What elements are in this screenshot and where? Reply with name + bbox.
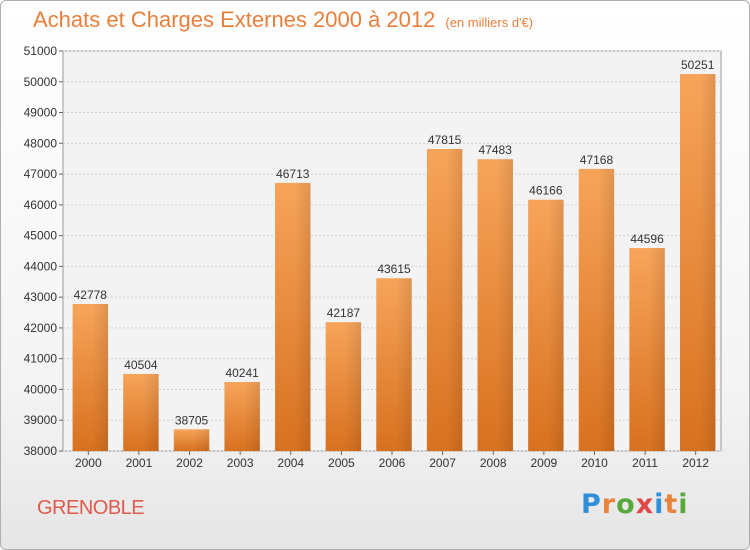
bar-shade <box>598 168 615 451</box>
bar-shade <box>395 278 412 451</box>
bar-value-label: 47168 <box>580 153 614 167</box>
y-tick-label: 39000 <box>24 413 58 427</box>
x-tick-label: 2011 <box>632 456 658 470</box>
bar-value-label: 47815 <box>428 133 462 147</box>
bar-value-label: 44596 <box>630 232 664 246</box>
bars-layer <box>72 74 716 452</box>
y-tick-label: 43000 <box>24 290 58 304</box>
bar-value-label: 40241 <box>225 366 259 380</box>
bar-value-label: 47483 <box>479 143 513 157</box>
logo-letter: P <box>581 489 602 520</box>
chart-title-text: Achats et Charges Externes 2000 à 2012 <box>33 7 436 32</box>
bar-value-label: 43615 <box>377 262 411 276</box>
y-tick-label: 50000 <box>24 75 58 89</box>
proxiti-logo: Proxiti <box>581 489 689 520</box>
logo-letter: i <box>654 489 665 520</box>
x-tick-label: 2004 <box>277 456 304 470</box>
bar-value-label: 46713 <box>276 167 310 181</box>
y-tick-label: 42000 <box>24 321 58 335</box>
x-tick-label: 2005 <box>328 456 355 470</box>
bar-value-label: 50251 <box>681 58 715 72</box>
x-tick-label: 2012 <box>682 456 709 470</box>
y-tick-label: 51000 <box>24 44 58 58</box>
y-tick-label: 40000 <box>24 382 58 396</box>
bar-value-label: 42187 <box>327 306 361 320</box>
chart-title: Achats et Charges Externes 2000 à 2012 (e… <box>33 7 533 33</box>
y-tick-label: 46000 <box>24 198 58 212</box>
bar-shade <box>446 149 463 451</box>
y-tick-label: 44000 <box>24 259 58 273</box>
y-tick-label: 48000 <box>24 136 58 150</box>
labels-layer: 38000 39000 40000 41000 42000 43000 44000 45000… <box>24 44 715 470</box>
bar-value-label: 42778 <box>74 288 108 302</box>
y-tick-label: 49000 <box>24 106 58 120</box>
x-tick-label: 2007 <box>429 456 456 470</box>
bar-value-label: 46166 <box>529 184 563 198</box>
x-tick-label: 2002 <box>176 456 203 470</box>
x-tick-label: 2010 <box>581 456 608 470</box>
y-tick-label: 45000 <box>24 229 58 243</box>
bar-shade <box>345 322 362 451</box>
city-name: GRENOBLE <box>37 497 145 519</box>
logo-letter: t <box>664 489 679 520</box>
x-tick-label: 2008 <box>480 456 507 470</box>
bar-shade <box>294 182 311 451</box>
bar-shade <box>193 429 210 451</box>
chart-subtitle: (en milliers d'€) <box>445 15 534 30</box>
bar-shade <box>92 303 109 451</box>
bar-shade <box>142 373 159 451</box>
y-tick-label: 47000 <box>24 167 58 181</box>
bar-value-label: 38705 <box>175 413 209 427</box>
bar-shade <box>699 74 716 452</box>
x-tick-label: 2009 <box>530 456 557 470</box>
bar-value-label: 40504 <box>124 358 158 372</box>
bar-shade <box>497 159 513 451</box>
bar-shade <box>648 248 665 451</box>
logo-letter: r <box>601 489 617 520</box>
x-tick-label: 2003 <box>227 456 254 470</box>
logo-letter: i <box>678 489 689 520</box>
x-tick-label: 2000 <box>75 456 102 470</box>
x-tick-label: 2001 <box>126 456 153 470</box>
x-tick-label: 2006 <box>379 456 406 470</box>
logo-letter: o <box>616 489 636 520</box>
logo-letter: x <box>635 489 655 520</box>
y-tick-label: 41000 <box>24 352 58 366</box>
y-tick-label: 38000 <box>24 444 58 458</box>
bar-shade <box>547 199 564 451</box>
bar-shade <box>243 382 260 451</box>
